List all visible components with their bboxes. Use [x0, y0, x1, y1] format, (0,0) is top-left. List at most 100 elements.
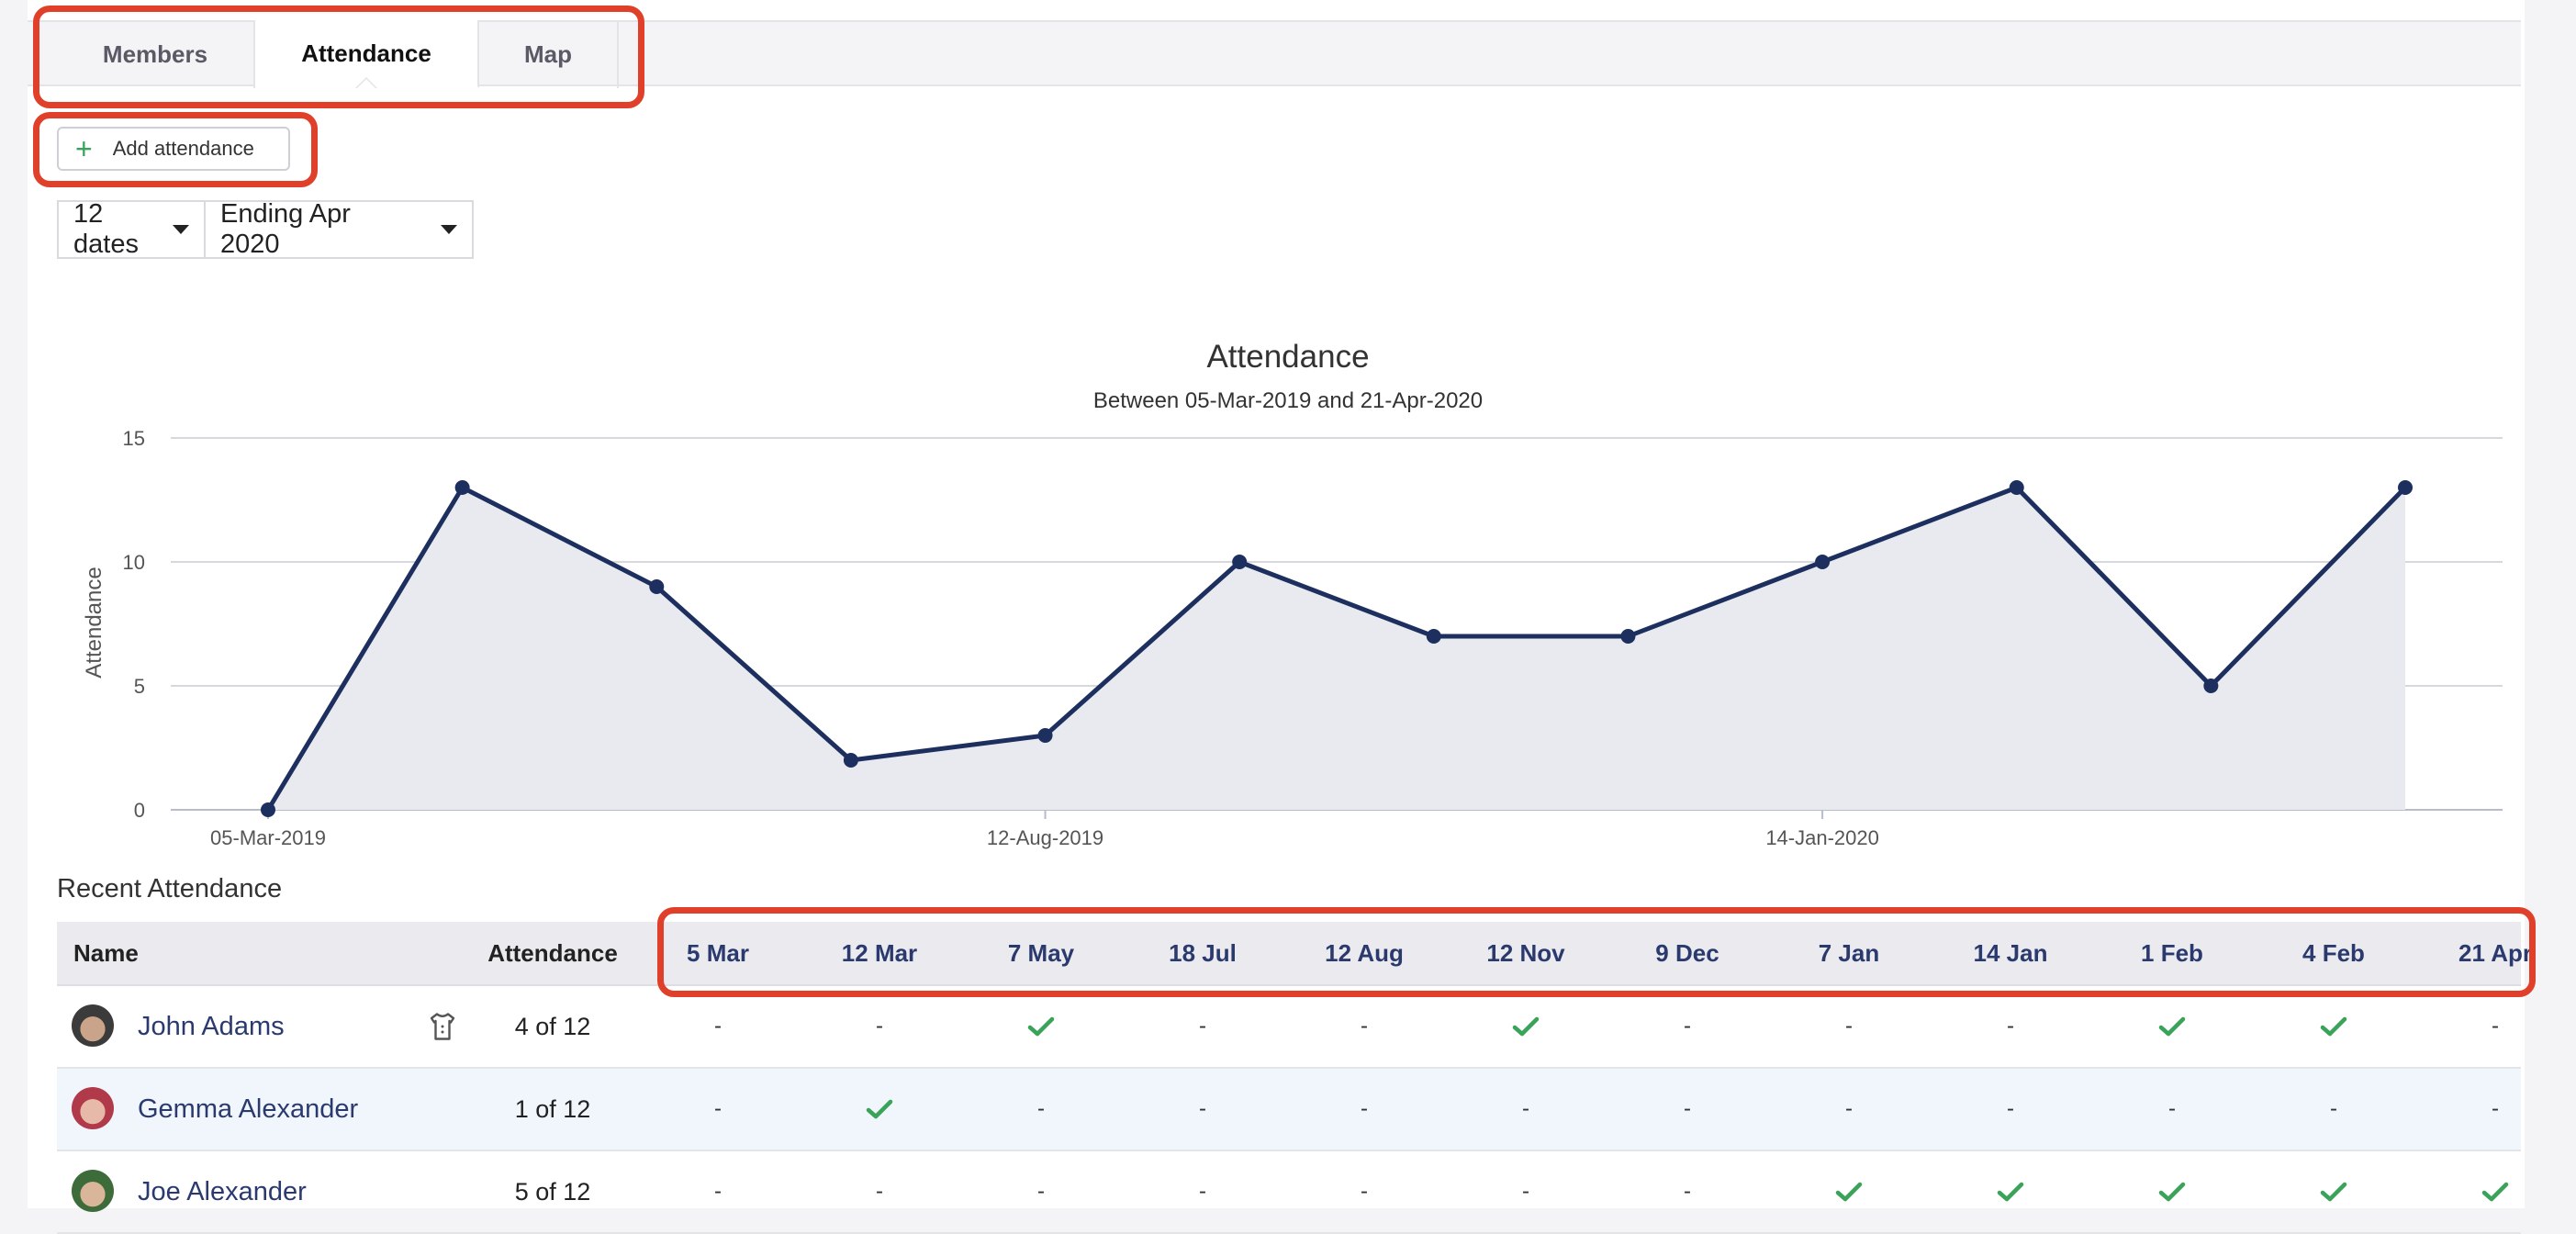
plus-icon: +	[75, 132, 93, 165]
attended-check-icon[interactable]	[824, 1069, 935, 1150]
attendance-cell[interactable]: -	[2492, 1096, 2499, 1121]
attendance-cell[interactable]: -	[1199, 1014, 1206, 1038]
chart-data-point[interactable]	[1815, 555, 1831, 569]
table-row: Joe Alexander 5 of 12 - - - - - - -	[57, 1151, 2521, 1234]
date-column-header[interactable]: 21 Apr	[2458, 938, 2532, 967]
attendance-cell[interactable]: -	[1522, 1179, 1529, 1204]
attendance-cell[interactable]: -	[1684, 1096, 1691, 1121]
avatar[interactable]	[72, 1087, 114, 1129]
attended-check-icon[interactable]	[2117, 986, 2227, 1067]
chart-area-fill	[268, 488, 2405, 810]
add-attendance-label: Add attendance	[112, 137, 254, 160]
chart-data-point[interactable]	[649, 579, 665, 594]
attendance-count: 1 of 12	[514, 1094, 591, 1123]
chart-data-point[interactable]	[454, 480, 470, 495]
chart-data-point[interactable]	[1426, 629, 1441, 644]
x-tick-label: 14-Jan-2020	[1765, 826, 1879, 849]
attendance-cell[interactable]: -	[1199, 1096, 1206, 1121]
table-header: Name Attendance 5 Mar 12 Mar 7 May 18 Jul 12…	[57, 922, 2532, 986]
name-column-header[interactable]: Name	[73, 938, 139, 967]
chart-data-point[interactable]	[2203, 679, 2219, 693]
date-column-header[interactable]: 12 Mar	[841, 938, 918, 967]
attendance-cell[interactable]: -	[2330, 1096, 2337, 1121]
attendance-cell[interactable]: -	[1037, 1096, 1045, 1121]
member-name-link[interactable]: Gemma Alexander	[138, 1094, 359, 1124]
member-name-link[interactable]: Joe Alexander	[138, 1176, 307, 1206]
attendance-cell[interactable]: -	[2007, 1014, 2014, 1038]
attendance-cell[interactable]: -	[2007, 1096, 2014, 1121]
attendance-cell[interactable]: -	[1684, 1179, 1691, 1204]
chart-subtitle: Between 05-Mar-2019 and 21-Apr-2020	[1093, 388, 1483, 413]
table-row: John Adams 4 of 12 - - - - - - - -	[57, 986, 2521, 1069]
attendance-cell[interactable]: -	[714, 1179, 722, 1204]
attendance-column-header[interactable]: Attendance	[487, 938, 618, 967]
y-tick-label: 10	[123, 551, 145, 574]
attendance-cell[interactable]: -	[714, 1014, 722, 1038]
ending-period-value: Ending Apr 2020	[220, 199, 351, 259]
x-tick-label: 05-Mar-2019	[210, 826, 326, 849]
caret-down-icon	[441, 225, 457, 234]
attendance-cell[interactable]: -	[1361, 1014, 1368, 1038]
date-column-header[interactable]: 18 Jul	[1169, 938, 1237, 967]
attendance-count: 5 of 12	[514, 1177, 591, 1206]
attended-check-icon[interactable]	[1471, 986, 1581, 1067]
attendance-cell[interactable]: -	[714, 1096, 722, 1121]
date-column-header[interactable]: 12 Aug	[1325, 938, 1404, 967]
attended-check-icon[interactable]	[1794, 1151, 1904, 1232]
date-column-header[interactable]: 12 Nov	[1486, 938, 1565, 967]
recent-attendance-table: Name Attendance 5 Mar 12 Mar 7 May 18 Jul 12…	[57, 922, 2532, 1234]
chart-data-point[interactable]	[2009, 480, 2024, 495]
attendance-cell[interactable]: -	[876, 1014, 883, 1038]
attendance-cell[interactable]: -	[1361, 1179, 1368, 1204]
chart-data-point[interactable]	[261, 802, 275, 817]
date-column-header[interactable]: 4 Feb	[2302, 938, 2365, 967]
chart-data-point[interactable]	[1037, 728, 1053, 743]
date-column-header[interactable]: 7 Jan	[1818, 938, 1880, 967]
tab-bar: Members Attendance Map	[28, 20, 2521, 88]
chart-data-point[interactable]	[2398, 480, 2413, 495]
tab-members[interactable]: Members	[57, 20, 255, 88]
attendance-filters: 12 dates Ending Apr 2020	[57, 199, 474, 259]
attendance-chart: Attendance Between 05-Mar-2019 and 21-Ap…	[82, 339, 2503, 849]
avatar[interactable]	[72, 1004, 114, 1047]
date-column-header[interactable]: 5 Mar	[687, 938, 749, 967]
attended-check-icon[interactable]	[2440, 1151, 2550, 1232]
ending-period-select[interactable]: Ending Apr 2020	[206, 199, 472, 259]
chart-series-line	[265, 485, 2407, 812]
attended-check-icon[interactable]	[2279, 986, 2389, 1067]
recent-attendance-title: Recent Attendance	[57, 874, 283, 903]
member-name-link[interactable]: John Adams	[138, 1011, 285, 1041]
y-tick-label: 15	[123, 427, 145, 450]
attendance-cell[interactable]: -	[1522, 1096, 1529, 1121]
chart-data-point[interactable]	[843, 753, 858, 768]
dates-count-select[interactable]: 12 dates	[59, 199, 206, 259]
avatar[interactable]	[72, 1170, 114, 1212]
add-attendance-button[interactable]: + Add attendance	[57, 127, 290, 171]
date-column-header[interactable]: 1 Feb	[2141, 938, 2203, 967]
date-column-header[interactable]: 9 Dec	[1655, 938, 1719, 967]
attendance-cell[interactable]: -	[1037, 1179, 1045, 1204]
y-tick-label: 0	[134, 799, 145, 822]
attended-check-icon[interactable]	[2117, 1151, 2227, 1232]
attendance-cell[interactable]: -	[1845, 1096, 1853, 1121]
attendance-cell[interactable]: -	[1845, 1014, 1853, 1038]
attendance-cell[interactable]: -	[876, 1179, 883, 1204]
chart-data-point[interactable]	[1232, 555, 1248, 569]
attendance-cell[interactable]: -	[2168, 1096, 2176, 1121]
date-column-header[interactable]: 14 Jan	[1973, 938, 2048, 967]
attendance-cell[interactable]: -	[1684, 1014, 1691, 1038]
attendance-cell[interactable]: -	[1199, 1179, 1206, 1204]
attendance-cell[interactable]: -	[2492, 1014, 2499, 1038]
date-column-header[interactable]: 7 May	[1007, 938, 1075, 967]
attended-check-icon[interactable]	[2279, 1151, 2389, 1232]
tab-map[interactable]: Map	[479, 20, 619, 88]
tab-attendance[interactable]: Attendance	[255, 20, 479, 88]
attended-check-icon[interactable]	[1955, 1151, 2066, 1232]
attendance-cell[interactable]: -	[1361, 1096, 1368, 1121]
y-tick-label: 5	[134, 675, 145, 698]
attended-check-icon[interactable]	[986, 986, 1096, 1067]
chart-data-point[interactable]	[1620, 629, 1636, 644]
attendance-count: 4 of 12	[514, 1012, 591, 1040]
table-row: Gemma Alexander 1 of 12 - - - - - - - - - - -	[57, 1069, 2521, 1151]
dates-count-value: 12 dates	[73, 199, 139, 259]
